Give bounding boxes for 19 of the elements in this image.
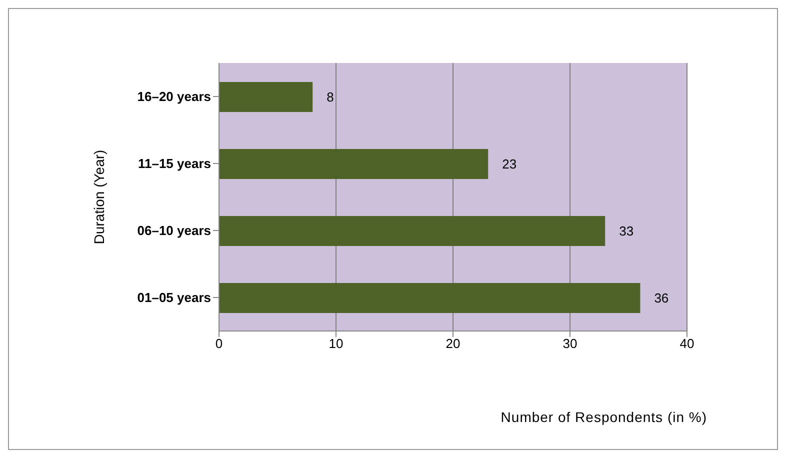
x-tick-label: 10 xyxy=(328,336,344,352)
data-label: 8 xyxy=(326,90,334,105)
bar xyxy=(219,82,313,112)
data-label: 23 xyxy=(502,156,517,172)
bar xyxy=(219,283,640,313)
y-tick-label: 11–15 years xyxy=(138,156,211,172)
x-tick-label: 20 xyxy=(446,336,460,352)
bar xyxy=(219,149,488,179)
x-axis-title: Number of Respondents (in %) xyxy=(500,409,707,425)
y-tick-label: 16–20 years xyxy=(137,89,211,104)
data-label: 33 xyxy=(619,224,634,239)
x-tick-label: 30 xyxy=(562,336,578,352)
y-axis-title: Duration (Year) xyxy=(90,150,107,244)
y-tick-label: 06–10 years xyxy=(137,223,211,238)
x-tick-label: 40 xyxy=(680,336,694,352)
data-label: 36 xyxy=(654,290,669,306)
x-tick-label: 0 xyxy=(215,336,223,352)
bar xyxy=(219,216,606,246)
y-tick-label: 01–05 years xyxy=(137,290,211,306)
